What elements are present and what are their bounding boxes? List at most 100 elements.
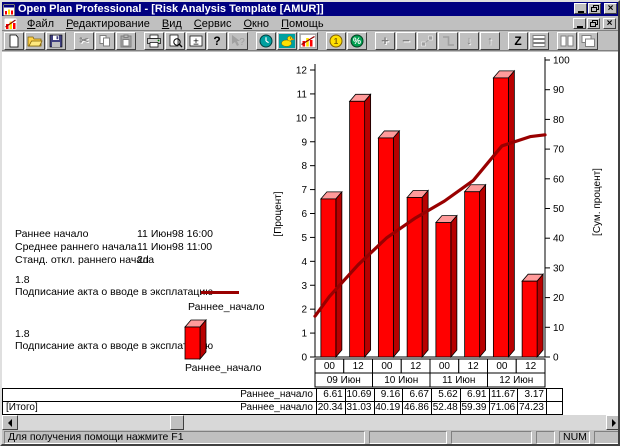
scroll-left-button[interactable] [2, 415, 18, 430]
context-help-button[interactable]: ? [228, 31, 248, 50]
doc-minimize-button[interactable] [573, 18, 586, 29]
toolbar-group [256, 31, 319, 50]
left-axis-tick: 1 [301, 329, 307, 340]
save-button[interactable] [46, 31, 66, 50]
x-axis-date-label: 09 Июн [327, 375, 361, 386]
time-analysis-button[interactable] [256, 31, 276, 50]
toolbar-group: 1% [326, 31, 368, 50]
new-document-button[interactable] [4, 31, 24, 50]
menu-item-вид[interactable]: Вид [161, 18, 182, 30]
sort-button[interactable]: Z [508, 31, 528, 50]
table-series-label: Раннее_начало [240, 402, 313, 413]
table-label-cell: Раннее_начало [3, 389, 316, 401]
menu-item-файл[interactable]: Файл [27, 18, 55, 30]
right-axis-tick: 30 [553, 263, 565, 274]
close-icon: × [607, 2, 614, 14]
menu-item-сервис[interactable]: Сервис [193, 18, 232, 30]
left-axis-tick: 11 [297, 89, 308, 100]
open-button[interactable] [25, 31, 45, 50]
x-axis-time-label: 00 [439, 361, 451, 372]
plus-icon: + [381, 32, 389, 48]
menu-item-редактирование[interactable]: Редактирование [66, 18, 150, 30]
unlink-activities-button[interactable] [438, 31, 458, 50]
minimize-button[interactable] [574, 3, 587, 14]
new-document-icon [6, 34, 22, 48]
x-axis-date-label: 12 Июн [499, 375, 533, 386]
link-activities-button[interactable] [417, 31, 437, 50]
table-row: [Итого] Раннее_начало 20.34 31.03 40.19 46.86… [3, 401, 562, 414]
toolbar-group: ✂ [74, 31, 137, 50]
paste-button[interactable] [116, 31, 136, 50]
doc-close-button[interactable]: × [603, 18, 616, 29]
table-value-cell: 46.86 [402, 402, 429, 414]
close-button[interactable]: × [604, 3, 617, 14]
link-dots-icon [419, 34, 435, 48]
table-empty-cell [546, 389, 562, 401]
x-axis-date-label: 10 Июн [384, 375, 418, 386]
percent-icon: % [349, 34, 365, 48]
stat-label: Станд. откл. раннего начала [15, 254, 155, 266]
toolbar-group: + − ↓ ↑ [375, 31, 501, 50]
minimize-icon [577, 4, 584, 13]
print-preview-icon [167, 34, 183, 48]
delete-activity-button[interactable]: − [396, 31, 416, 50]
chart-view: Раннее начало 11 Июн98 16:00 Среднее ран… [2, 52, 618, 415]
restore-button[interactable] [588, 3, 601, 14]
right-axis-tick: 100 [553, 56, 570, 67]
right-axis-title: [Сум. процент] [592, 168, 603, 236]
context-help-icon: ? [230, 34, 246, 48]
cut-button[interactable]: ✂ [74, 31, 94, 50]
bar-chart-icon [300, 33, 316, 48]
stat-label: Раннее начало [15, 228, 89, 240]
right-axis-tick: 20 [553, 293, 565, 304]
legend-series-label: Раннее_начало [188, 301, 265, 313]
left-axis-tick: 8 [301, 161, 307, 172]
horizontal-scrollbar[interactable] [2, 415, 618, 430]
risk-histogram-svg: 01234567891011120102030405060708090100[П… [273, 56, 603, 388]
menu-item-окно[interactable]: Окно [243, 18, 270, 30]
x-axis-date-cell [487, 372, 546, 388]
help-button[interactable]: ? [207, 31, 227, 50]
menu-item-помощь[interactable]: Помощь [281, 18, 324, 30]
svg-text:?: ? [239, 37, 245, 48]
cost-button[interactable]: 1 [326, 31, 346, 50]
arrow-down-icon: ↓ [466, 34, 472, 47]
cascade-windows-button[interactable] [578, 31, 598, 50]
close-icon: × [606, 17, 613, 29]
bar [406, 189, 429, 359]
duck-icon [279, 33, 295, 48]
move-down-button[interactable]: ↓ [459, 31, 479, 50]
doc-restore-button[interactable] [587, 18, 600, 29]
left-axis-tick: 5 [301, 233, 307, 244]
table-value-cell: 5.62 [431, 389, 460, 401]
risk-histogram-chart: 0 1 2 3 4 5 6 7 8 9 10 11 12 0 10 20 30 40 50 60 70 80 90 100 [П… [267, 52, 618, 393]
window-title: Open Plan Professional - [Risk Analysis … [18, 3, 324, 15]
table-value-cell: 6.67 [402, 389, 431, 401]
print-preview-button[interactable] [165, 31, 185, 50]
minimize-icon [576, 19, 583, 28]
copy-button[interactable] [95, 31, 115, 50]
scroll-right-button[interactable] [606, 415, 618, 430]
spreadsheet-button[interactable]: ± [186, 31, 206, 50]
restore-icon [589, 20, 598, 27]
tile-windows-button[interactable] [557, 31, 577, 50]
outline-button[interactable] [529, 31, 549, 50]
move-up-button[interactable]: ↑ [480, 31, 500, 50]
resource-analysis-button[interactable] [277, 31, 297, 50]
menu-items: Файл Редактирование Вид Сервис Окно Помощь [21, 14, 330, 32]
print-button[interactable] [144, 31, 164, 50]
percent-complete-button[interactable]: % [347, 31, 367, 50]
table-value-cell: 3.17 [517, 389, 546, 401]
legend-activity-desc: Подписание акта о вводе в эксплатацию [15, 286, 214, 298]
table-value-cell: 10.69 [344, 389, 372, 401]
tile-icon [559, 34, 575, 48]
svg-text:±: ± [193, 36, 199, 47]
scrollbar-thumb[interactable] [170, 415, 184, 430]
table-empty-cell [546, 402, 562, 414]
svg-text:1: 1 [334, 37, 339, 46]
add-activity-button[interactable]: + [375, 31, 395, 50]
risk-analysis-button[interactable] [298, 31, 318, 50]
bar [435, 214, 458, 359]
table-label-cell: [Итого] Раннее_начало [3, 402, 316, 414]
letter-z-icon: Z [514, 33, 522, 48]
